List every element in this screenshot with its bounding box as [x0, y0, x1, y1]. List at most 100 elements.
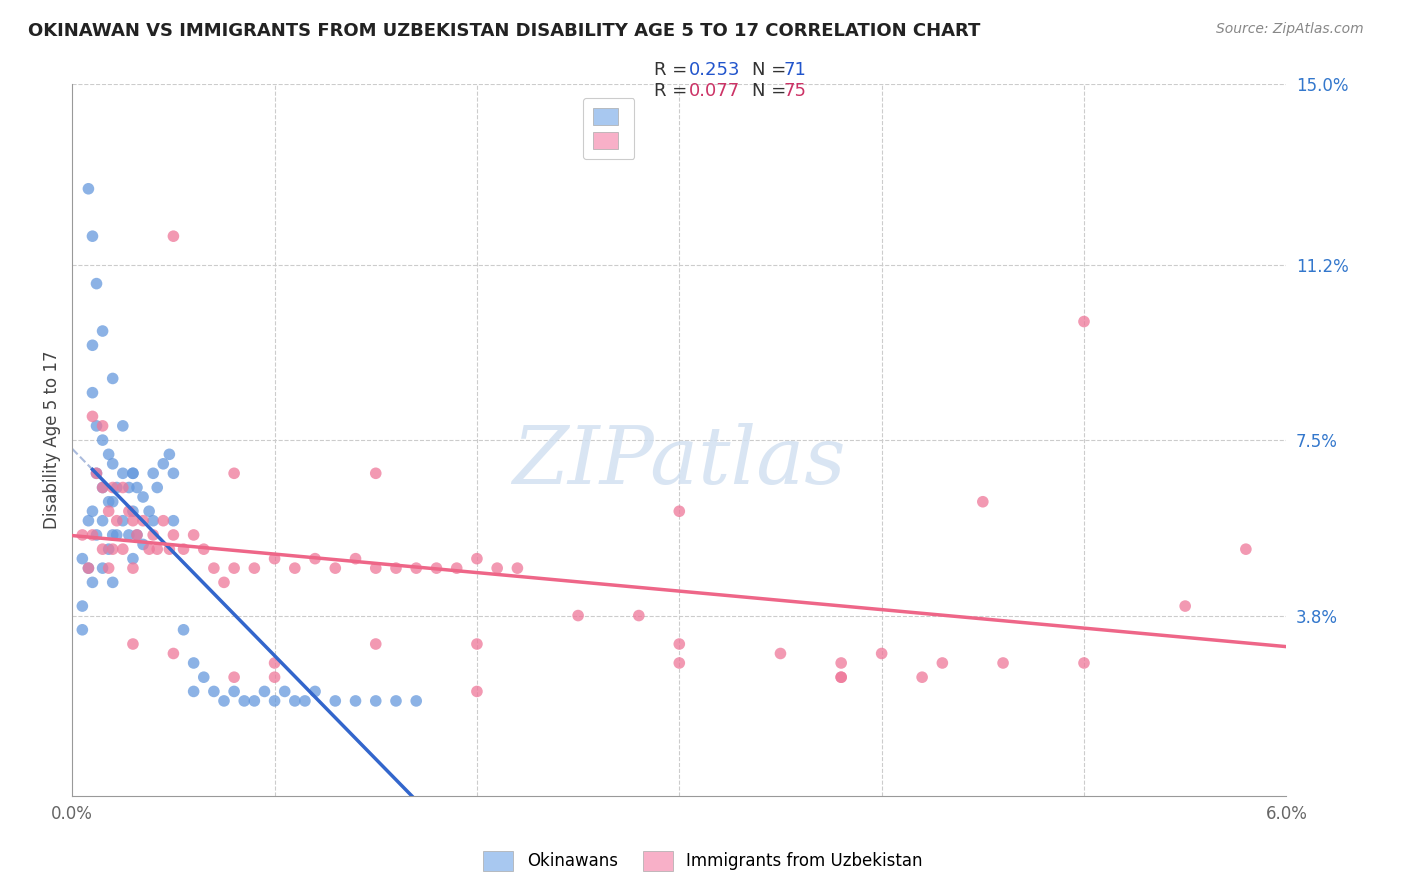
Point: [323, 694, 346, 708]
Point: [202, 561, 225, 575]
Point: [273, 684, 295, 698]
Point: [263, 694, 285, 708]
Point: [911, 670, 934, 684]
Point: [668, 656, 690, 670]
Point: [972, 494, 994, 508]
Point: [122, 504, 145, 518]
Point: [82, 575, 104, 590]
Point: [152, 514, 174, 528]
Point: [111, 481, 134, 495]
Point: [91, 561, 114, 575]
Point: [162, 647, 184, 661]
Point: [157, 447, 180, 461]
Point: [82, 504, 104, 518]
Point: [101, 494, 124, 508]
Point: [253, 684, 276, 698]
Point: [162, 528, 184, 542]
Point: [142, 528, 165, 542]
Point: [101, 457, 124, 471]
Point: [97, 561, 120, 575]
Point: [465, 684, 488, 698]
Point: [125, 528, 148, 542]
Point: [567, 608, 589, 623]
Point: [138, 542, 160, 557]
Point: [284, 694, 307, 708]
Point: [101, 371, 124, 385]
Point: [91, 481, 114, 495]
Point: [105, 514, 128, 528]
Text: 0.077: 0.077: [689, 82, 740, 100]
Point: [183, 684, 205, 698]
Point: [157, 542, 180, 557]
Point: [91, 324, 114, 338]
Point: [212, 575, 235, 590]
Point: [243, 694, 266, 708]
Point: [162, 467, 184, 481]
Point: [82, 409, 104, 424]
Point: [243, 561, 266, 575]
Point: [446, 561, 468, 575]
Point: [991, 656, 1014, 670]
Point: [183, 656, 205, 670]
Point: [263, 656, 285, 670]
Point: [405, 694, 427, 708]
Point: [506, 561, 529, 575]
Point: [132, 490, 155, 504]
Point: [224, 670, 246, 684]
Point: [77, 561, 100, 575]
Point: [111, 542, 134, 557]
Text: OKINAWAN VS IMMIGRANTS FROM UZBEKISTAN DISABILITY AGE 5 TO 17 CORRELATION CHART: OKINAWAN VS IMMIGRANTS FROM UZBEKISTAN D…: [28, 22, 980, 40]
Point: [72, 599, 94, 613]
Point: [142, 514, 165, 528]
Text: 71: 71: [783, 61, 806, 78]
Point: [224, 561, 246, 575]
Point: [122, 637, 145, 651]
Point: [122, 467, 145, 481]
Point: [224, 684, 246, 698]
Point: [162, 514, 184, 528]
Point: [86, 467, 108, 481]
Point: [97, 494, 120, 508]
Point: [77, 514, 100, 528]
Point: [364, 694, 387, 708]
Point: [82, 385, 104, 400]
Point: [91, 433, 114, 447]
Legend: , : ,: [583, 98, 634, 159]
Point: [385, 694, 408, 708]
Point: [82, 528, 104, 542]
Y-axis label: Disability Age 5 to 17: Disability Age 5 to 17: [44, 351, 60, 529]
Point: [1234, 542, 1257, 557]
Point: [86, 418, 108, 433]
Point: [111, 514, 134, 528]
Point: [91, 542, 114, 557]
Point: [193, 670, 215, 684]
Point: [101, 528, 124, 542]
Text: ZIPatlas: ZIPatlas: [513, 423, 846, 500]
Text: N =: N =: [752, 61, 792, 78]
Legend: Okinawans, Immigrants from Uzbekistan: Okinawans, Immigrants from Uzbekistan: [475, 842, 931, 880]
Point: [152, 457, 174, 471]
Point: [91, 481, 114, 495]
Point: [202, 684, 225, 698]
Point: [193, 542, 215, 557]
Point: [142, 467, 165, 481]
Point: [668, 504, 690, 518]
Point: [465, 551, 488, 566]
Point: [86, 528, 108, 542]
Point: [77, 561, 100, 575]
Point: [323, 561, 346, 575]
Point: [118, 481, 141, 495]
Point: [111, 418, 134, 433]
Point: [263, 670, 285, 684]
Text: R =: R =: [654, 61, 693, 78]
Point: [82, 229, 104, 244]
Point: [263, 551, 285, 566]
Point: [132, 537, 155, 551]
Point: [364, 467, 387, 481]
Point: [97, 504, 120, 518]
Point: [931, 656, 953, 670]
Point: [138, 504, 160, 518]
Point: [830, 656, 852, 670]
Point: [111, 467, 134, 481]
Point: [132, 514, 155, 528]
